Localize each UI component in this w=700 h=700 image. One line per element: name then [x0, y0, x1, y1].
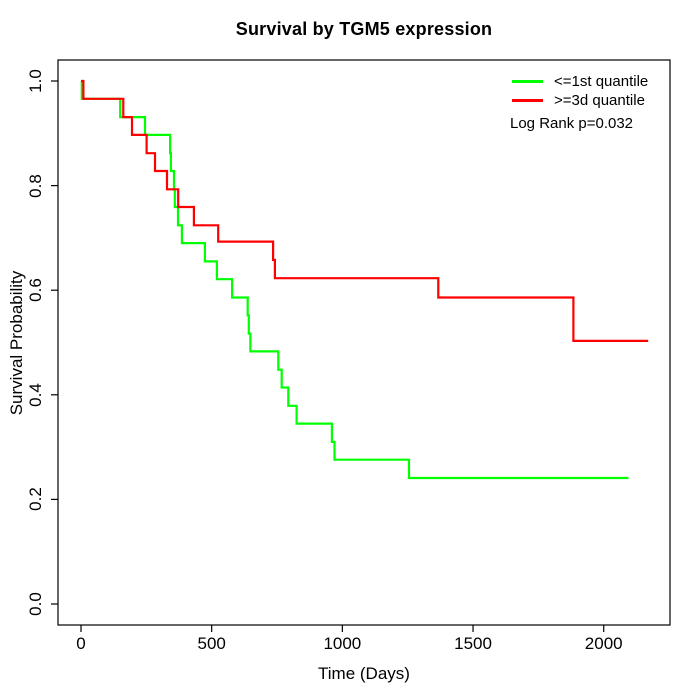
y-tick-label: 0.6 [26, 278, 45, 303]
y-tick-label: 1.0 [26, 69, 45, 93]
y-tick-label: 0.4 [26, 382, 45, 407]
chart-title: Survival by TGM5 expression [235, 19, 493, 39]
x-tick-label: 2000 [584, 634, 623, 653]
log-rank-pvalue: Log Rank p=0.032 [510, 115, 634, 132]
legend-row-high-quantile: >=3d quantile [512, 91, 648, 110]
x-tick-label: 1500 [454, 634, 492, 653]
y-axis-label: Survival Probability [7, 270, 26, 416]
y-tick-label: 0.8 [26, 173, 45, 198]
legend-line-red-icon [512, 99, 543, 102]
legend: <=1st quantile >=3d quantile [512, 72, 648, 110]
x-axis-label: Time (Days) [318, 664, 410, 683]
legend-line-green-icon [512, 80, 543, 83]
legend-row-low-quantile: <=1st quantile [512, 72, 648, 91]
x-tick-label: 0 [76, 634, 86, 653]
y-tick-label: 0.2 [26, 487, 45, 512]
km-curve-high-quantile-red [81, 79, 649, 342]
legend-label-low-quantile: <=1st quantile [554, 73, 649, 90]
km-curve-low-quantile-green [80, 79, 629, 480]
legend-label-high-quantile: >=3d quantile [554, 92, 645, 109]
x-tick-label: 1000 [323, 634, 362, 653]
y-tick-label: 0.0 [26, 592, 45, 616]
x-tick-label: 500 [197, 634, 226, 653]
plot-frame [57, 59, 671, 626]
